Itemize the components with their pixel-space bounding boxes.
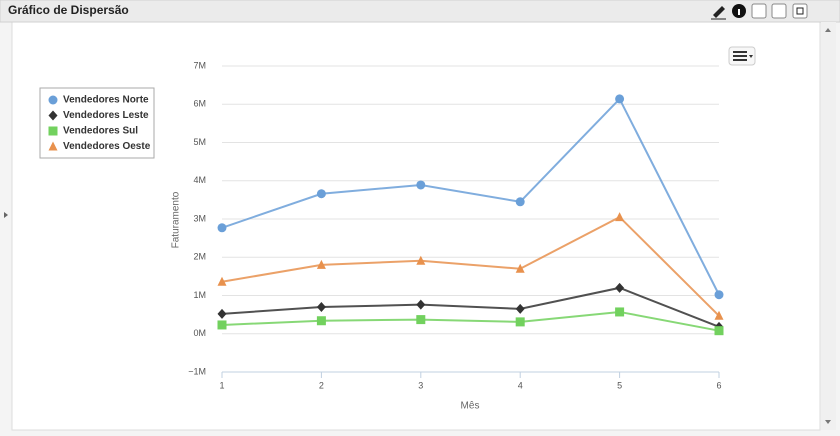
y-tick-label: 4M: [193, 175, 206, 185]
series-line: [221, 97, 720, 296]
restore-button[interactable]: [771, 3, 787, 19]
y-tick-label: 3M: [193, 213, 206, 223]
point: [217, 308, 227, 319]
x-tick-label: 4: [518, 380, 523, 390]
point: [217, 320, 227, 330]
point: [316, 301, 326, 312]
point: [416, 315, 426, 325]
point: [714, 290, 724, 300]
panel-title: Gráfico de Dispersão: [8, 3, 129, 17]
legend-label[interactable]: Vendedores Norte: [63, 95, 149, 106]
y-tick-label: 1M: [193, 290, 206, 300]
point: [416, 255, 426, 265]
y-tick-label: 7M: [193, 60, 206, 70]
legend-marker: [48, 110, 58, 121]
panel: [11, 21, 821, 431]
y-tick-label: −1M: [188, 366, 206, 376]
point: [714, 310, 724, 320]
point: [615, 212, 625, 222]
scroll-up[interactable]: [825, 28, 831, 32]
y-tick-label: 0M: [193, 328, 206, 338]
maximize-button[interactable]: [792, 3, 808, 19]
menu-caret: [749, 55, 753, 58]
legend-label[interactable]: Vendedores Leste: [63, 110, 149, 121]
series-line: [221, 286, 720, 328]
point: [217, 276, 227, 286]
point: [515, 197, 525, 207]
x-axis-title: Mês: [461, 401, 480, 412]
scrollbar[interactable]: [821, 22, 836, 430]
point: [217, 223, 227, 233]
legend-marker: [48, 126, 58, 136]
point: [515, 317, 525, 327]
legend-label[interactable]: Vendedores Sul: [63, 126, 138, 137]
x-tick-label: 1: [219, 380, 224, 390]
legend-label[interactable]: Vendedores Oeste: [63, 141, 151, 152]
info-glyph: [738, 9, 740, 15]
y-tick-label: 5M: [193, 137, 206, 147]
point: [515, 303, 525, 314]
toolbar: [711, 3, 808, 20]
point: [316, 259, 326, 269]
point: [615, 94, 625, 104]
point: [615, 282, 625, 293]
point: [714, 326, 724, 336]
x-tick-label: 5: [617, 380, 622, 390]
y-tick-label: 2M: [193, 252, 206, 262]
x-tick-label: 3: [418, 380, 423, 390]
legend-marker: [48, 141, 58, 151]
series-line: [221, 215, 720, 317]
menu-icon: [733, 51, 747, 61]
point: [316, 316, 326, 326]
x-tick-label: 2: [319, 380, 324, 390]
point: [416, 180, 426, 190]
edit-icon[interactable]: [713, 6, 725, 18]
maximize-glyph: [796, 7, 804, 15]
y-axis-title: Faturamento: [171, 191, 182, 248]
scroll-down[interactable]: [825, 420, 831, 424]
undo-button[interactable]: [751, 3, 767, 19]
x-tick-label: 6: [716, 380, 721, 390]
legend: [39, 87, 155, 159]
point: [615, 307, 625, 317]
point: [316, 189, 326, 199]
point: [416, 299, 426, 310]
point: [515, 263, 525, 273]
series-line: [221, 310, 720, 332]
legend-marker: [48, 95, 58, 105]
header-bar: [0, 0, 840, 23]
side-toggle[interactable]: [4, 212, 8, 218]
y-tick-label: 6M: [193, 99, 206, 109]
plot-area: −1M 0M 1M 2M 3M 4M 5M 6M 7M 1 2 3 4 5 6 Vendedores Nort…: [48, 60, 724, 390]
